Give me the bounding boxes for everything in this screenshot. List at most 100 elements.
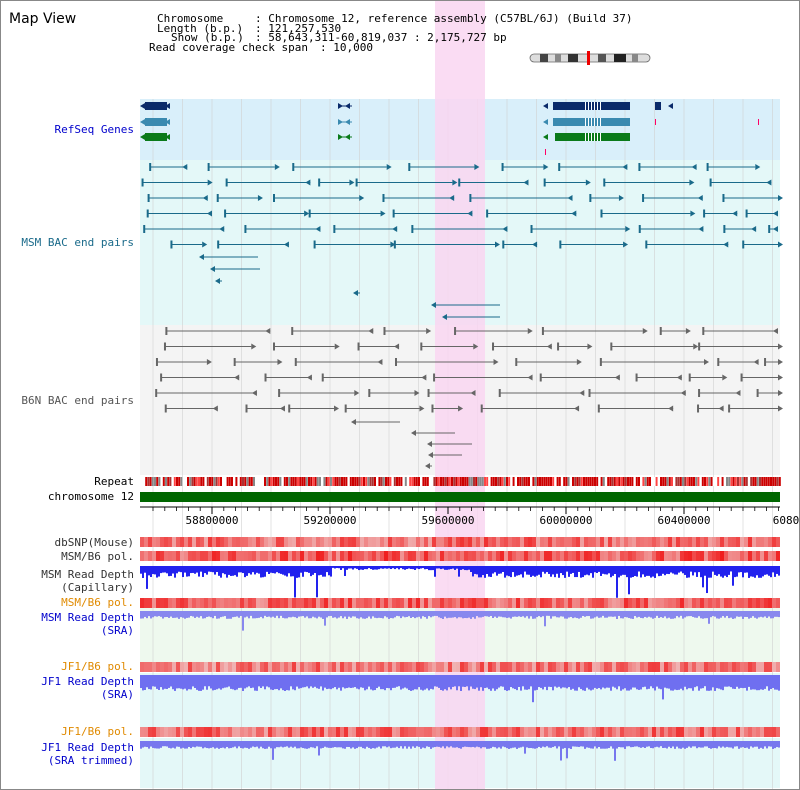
heat-cell [732, 551, 736, 561]
heat-cell [444, 551, 448, 561]
read-depth-tracks[interactable] [140, 566, 780, 761]
repeat-track[interactable] [143, 477, 781, 486]
heat-cell [300, 537, 304, 547]
depth-bar [286, 675, 288, 691]
depth-bar [492, 675, 494, 689]
depth-bar [766, 675, 768, 687]
heat-cell [164, 727, 168, 737]
heat-cell [352, 727, 356, 737]
depth-bar [696, 566, 698, 577]
heat-cell [152, 662, 156, 672]
heat-cell [308, 551, 312, 561]
heat-cell [156, 551, 160, 561]
depth-bar [154, 611, 156, 617]
bac-end-arrow-icon [691, 164, 697, 170]
depth-bar [330, 611, 332, 616]
depth-bar [350, 741, 352, 749]
bac-end-arrow-icon [493, 359, 499, 365]
chromosome-bar[interactable] [140, 492, 780, 502]
depth-bar [242, 611, 244, 631]
heat-cell [628, 662, 632, 672]
depth-bar [232, 741, 234, 748]
bac-end [408, 163, 411, 171]
depth-bar [234, 675, 236, 691]
refseq-genes-track[interactable] [140, 102, 759, 155]
depth-bar [190, 675, 192, 690]
bac-end [272, 342, 275, 351]
chromosome-ideogram[interactable] [529, 51, 651, 65]
depth-bar [584, 675, 586, 691]
repeat-mark [682, 477, 684, 486]
depth-bar [718, 611, 720, 619]
depth-bar [304, 675, 306, 688]
depth-bar [468, 675, 470, 691]
repeat-mark [734, 477, 737, 486]
bac-end-arrow-icon [431, 302, 436, 308]
heat-cell [624, 537, 628, 547]
heat-cell [416, 662, 420, 672]
depth-bar [282, 675, 284, 691]
repeat-mark [341, 477, 343, 486]
repeat-mark [191, 477, 194, 486]
heat-cell [684, 598, 688, 608]
depth-bar [160, 566, 162, 574]
depth-bar [624, 741, 626, 749]
depth-bar [720, 741, 722, 748]
label-msm-read-capillary-1: MSM Read Depth [41, 568, 134, 581]
repeat-mark [308, 477, 310, 486]
heat-cell [748, 662, 752, 672]
depth-bar [162, 611, 164, 619]
heat-cell [556, 727, 560, 737]
depth-bar [708, 675, 710, 691]
bac-end [722, 194, 725, 202]
exon-gap [588, 118, 589, 126]
depth-bar [334, 675, 336, 688]
bac-end-arrow-icon [182, 164, 188, 170]
depth-bar [478, 675, 480, 691]
depth-bar [432, 611, 434, 617]
depth-bar [716, 611, 718, 619]
depth-bar [458, 566, 460, 577]
depth-bar [548, 566, 550, 574]
repeat-mark [288, 477, 291, 486]
label-refseq-genes[interactable]: RefSeq Genes [55, 123, 134, 136]
heat-cell [748, 551, 752, 561]
label-msm-bac-end-pairs[interactable]: MSM BAC end pairs [21, 236, 134, 249]
heat-cell [756, 551, 760, 561]
depth-bar [364, 611, 366, 619]
bac-end [143, 225, 146, 233]
heat-cell [728, 537, 732, 547]
depth-bar [652, 741, 654, 749]
msm-bac-end-pairs-track[interactable] [141, 163, 783, 320]
heat-cell [344, 551, 348, 561]
depth-bar [530, 566, 532, 577]
heat-cell [452, 598, 456, 608]
heat-cell [332, 598, 336, 608]
repeat-mark [200, 477, 203, 486]
depth-bar [460, 741, 462, 749]
heat-cell [364, 662, 368, 672]
bac-end-arrow-icon [778, 241, 783, 248]
depth-bar [616, 611, 618, 619]
heat-cell [392, 662, 396, 672]
heat-cell [752, 727, 756, 737]
heat-cell [332, 727, 336, 737]
b6n-bac-end-pairs-track[interactable] [155, 327, 783, 469]
heat-cell [452, 662, 456, 672]
depth-bar [584, 741, 586, 749]
depth-bar [304, 566, 306, 572]
depth-bar [346, 566, 348, 570]
depth-bar [632, 675, 634, 688]
heat-cell [172, 727, 176, 737]
heat-cell [600, 551, 604, 561]
label-b6n-bac-end-pairs[interactable]: B6N BAC end pairs [21, 394, 134, 407]
repeat-mark [448, 477, 451, 486]
selected-region-highlight[interactable] [435, 0, 485, 790]
heat-cell [352, 662, 356, 672]
depth-bar [184, 611, 186, 619]
polymorphism-heat-tracks[interactable] [140, 537, 780, 737]
repeat-mark [695, 477, 698, 486]
depth-bar [522, 611, 524, 617]
